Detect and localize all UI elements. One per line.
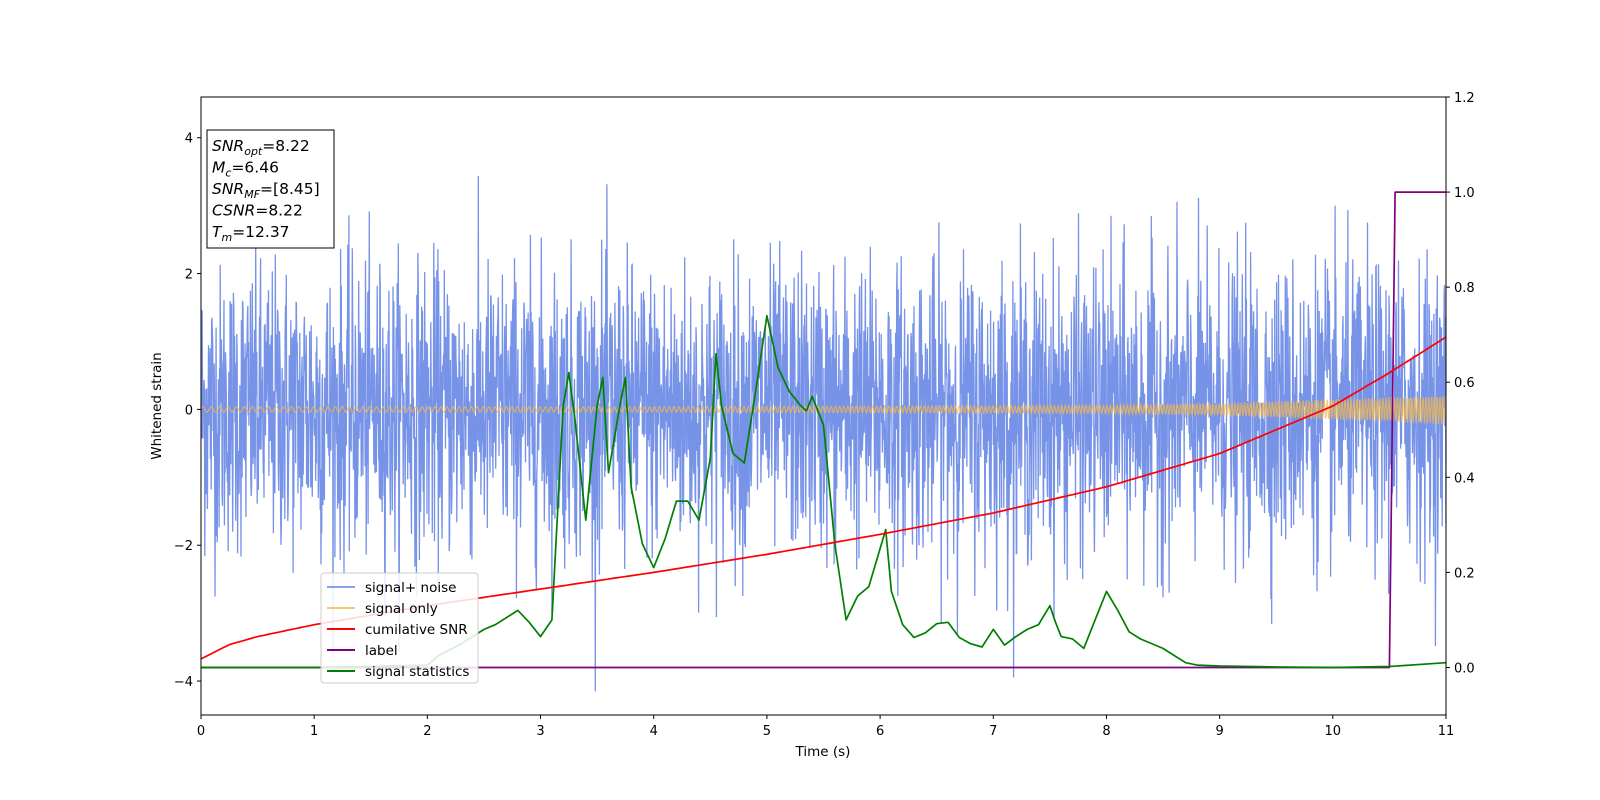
- info-symbol: SNR: [212, 180, 244, 198]
- info-line: SNRMF=[8.45]: [212, 180, 320, 201]
- legend: signal+ noise signal only cumilative SNR la…: [320, 572, 479, 684]
- info-symbol: M: [212, 159, 225, 177]
- info-value: =8.22: [262, 137, 310, 155]
- y-right-tick-label: 1.2: [1454, 91, 1475, 106]
- signal-noise-line: [201, 175, 1446, 692]
- x-tick-label: 4: [650, 724, 658, 739]
- legend-label: label: [365, 643, 398, 659]
- x-tick-label: 6: [876, 724, 884, 739]
- info-subscript: MF: [244, 188, 260, 201]
- info-symbol: T: [212, 223, 223, 241]
- y-right-tick-label: 0.4: [1454, 471, 1475, 486]
- y-left-tick-label: −4: [174, 675, 193, 690]
- info-symbol: SNR: [212, 137, 244, 155]
- x-axis-label: Time (s): [795, 744, 851, 760]
- info-subscript: opt: [244, 145, 263, 158]
- info-line: Mc=6.46: [212, 159, 279, 180]
- x-tick-label: 7: [989, 724, 997, 739]
- y-right-tick-label: 1.0: [1454, 186, 1475, 201]
- y-left-tick-label: 0: [185, 403, 193, 418]
- info-line: CSNR=8.22: [212, 202, 303, 220]
- info-value: =6.46: [231, 159, 279, 177]
- info-symbol: CSNR: [212, 202, 255, 220]
- label-line: [201, 191, 1446, 669]
- info-value: =8.22: [255, 202, 303, 220]
- legend-frame: [320, 572, 479, 684]
- x-tick-label: 1: [310, 724, 318, 739]
- x-axis-ticks: 0 1 2 3 4 5 6 7 8 9 10 11: [197, 715, 1454, 739]
- y-right-tick-label: 0.8: [1454, 281, 1475, 296]
- info-value: =[8.45]: [260, 180, 320, 198]
- x-tick-label: 0: [197, 724, 205, 739]
- x-tick-label: 2: [423, 724, 431, 739]
- info-line: Tm=12.37: [212, 223, 290, 244]
- signal-only-series: [201, 395, 1446, 425]
- y-right-tick-label: 0.0: [1454, 661, 1475, 676]
- x-tick-label: 9: [1215, 724, 1223, 739]
- info-box-frame: [206, 129, 335, 249]
- y-left-tick-label: −2: [174, 539, 193, 554]
- x-tick-label: 8: [1102, 724, 1110, 739]
- y-right-tick-label: 0.2: [1454, 566, 1475, 581]
- x-tick-label: 11: [1438, 724, 1455, 739]
- y-axis-label: Whitened strain: [149, 352, 165, 459]
- legend-label: cumilative SNR: [365, 622, 468, 638]
- info-value: =12.37: [232, 223, 289, 241]
- x-tick-label: 10: [1325, 724, 1342, 739]
- y-left-tick-label: 2: [185, 268, 193, 283]
- x-tick-label: 5: [763, 724, 771, 739]
- signal-statistics-line: [201, 314, 1446, 669]
- x-tick-label: 3: [536, 724, 544, 739]
- signal-only-line: [201, 395, 1446, 425]
- info-subscript: c: [225, 167, 231, 180]
- legend-label: signal statistics: [365, 664, 469, 680]
- axes-frame: [200, 96, 1447, 716]
- info-line: SNRopt=8.22: [212, 137, 310, 158]
- y-right-tick-label: 0.6: [1454, 376, 1475, 391]
- info-subscript: m: [221, 231, 232, 244]
- legend-label: signal only: [365, 601, 438, 617]
- legend-label: signal+ noise: [365, 580, 456, 596]
- signal-noise-series: [201, 175, 1446, 692]
- right-y-axis-ticks: 0.0 0.2 0.4 0.6 0.8 1.0 1.2: [1446, 91, 1475, 676]
- parameter-info-box: SNRopt=8.22Mc=6.46SNRMF=[8.45]CSNR=8.22T…: [206, 129, 335, 249]
- left-y-axis-ticks: −4 −2 0 2 4: [174, 132, 201, 690]
- y-left-tick-label: 4: [185, 132, 193, 147]
